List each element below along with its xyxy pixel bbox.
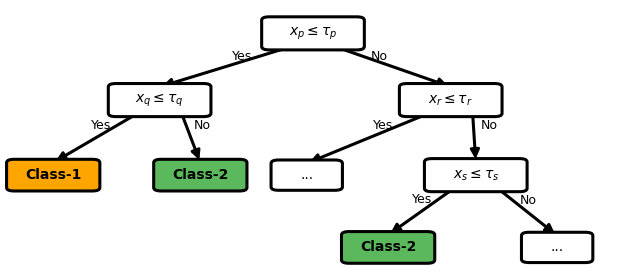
Text: Class-2: Class-2 [172,168,228,182]
Text: No: No [193,119,210,132]
Text: No: No [481,119,498,132]
Text: Yes: Yes [372,119,393,132]
Text: Yes: Yes [91,119,111,132]
Text: Class-2: Class-2 [360,240,416,254]
Text: Class-1: Class-1 [25,168,81,182]
Text: ...: ... [551,240,563,254]
Text: Yes: Yes [232,50,253,63]
FancyBboxPatch shape [262,17,364,50]
Text: $x_p \leq \tau_p$: $x_p \leq \tau_p$ [289,25,337,42]
Text: ...: ... [300,168,313,182]
Text: $x_s \leq \tau_s$: $x_s \leq \tau_s$ [453,167,499,183]
FancyBboxPatch shape [399,83,502,117]
Text: $x_r \leq \tau_r$: $x_r \leq \tau_r$ [428,92,473,108]
FancyBboxPatch shape [7,159,100,191]
FancyBboxPatch shape [521,232,593,262]
Text: No: No [371,50,388,63]
FancyBboxPatch shape [153,159,247,191]
FancyBboxPatch shape [271,160,342,190]
Text: Yes: Yes [412,193,432,207]
FancyBboxPatch shape [342,232,434,263]
Text: $x_q \leq \tau_q$: $x_q \leq \tau_q$ [135,91,184,109]
FancyBboxPatch shape [108,83,211,117]
Text: No: No [520,194,536,207]
FancyBboxPatch shape [424,158,527,192]
